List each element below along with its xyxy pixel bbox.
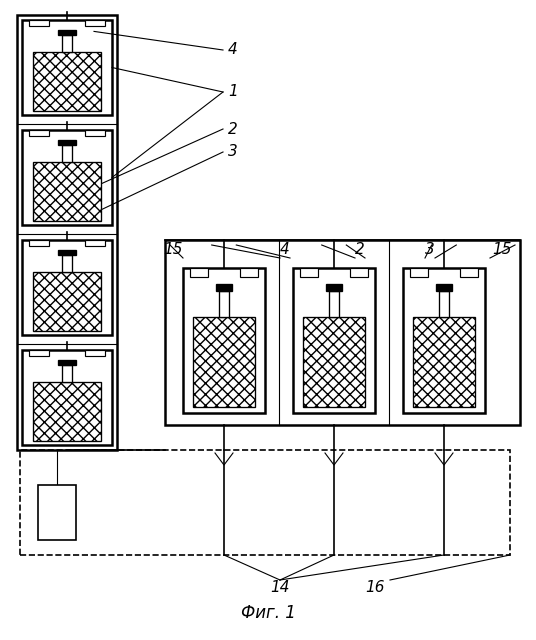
Bar	[85, 130, 105, 136]
Bar	[20, 450, 510, 555]
Bar	[62, 365, 72, 382]
Text: Фиг. 1: Фиг. 1	[241, 604, 295, 622]
Bar	[22, 20, 112, 115]
Bar	[410, 268, 428, 276]
Bar	[303, 317, 365, 407]
Bar	[22, 350, 112, 445]
Text: 4: 4	[228, 42, 238, 58]
Bar	[33, 163, 101, 221]
Text: 15: 15	[163, 243, 183, 257]
Bar	[62, 255, 72, 272]
Bar	[29, 130, 49, 136]
Text: 3: 3	[228, 145, 238, 159]
Bar	[33, 272, 101, 332]
Bar	[17, 15, 117, 450]
Bar	[62, 145, 72, 163]
Bar	[33, 52, 101, 111]
Bar	[193, 317, 255, 407]
Bar	[413, 317, 475, 407]
Bar	[29, 350, 49, 356]
Text: 15: 15	[492, 243, 512, 257]
Bar	[300, 268, 318, 276]
Bar	[351, 268, 368, 276]
Bar	[58, 360, 76, 365]
Bar	[22, 240, 112, 335]
Bar	[329, 291, 339, 317]
Bar	[436, 284, 452, 291]
Bar	[190, 268, 207, 276]
Bar	[216, 284, 232, 291]
Text: 14: 14	[270, 580, 290, 595]
Bar	[29, 240, 49, 246]
Text: 2: 2	[228, 122, 238, 136]
Bar	[58, 250, 76, 255]
Text: 1: 1	[228, 84, 238, 99]
Bar	[85, 240, 105, 246]
Bar	[165, 240, 520, 425]
Bar	[403, 268, 485, 413]
Bar	[38, 485, 76, 540]
Bar	[219, 291, 229, 317]
Bar	[85, 350, 105, 356]
Bar	[22, 130, 112, 225]
Text: 16: 16	[365, 580, 385, 595]
Bar	[326, 284, 342, 291]
Bar	[58, 140, 76, 145]
Bar	[183, 268, 265, 413]
Bar	[439, 291, 449, 317]
Bar	[241, 268, 258, 276]
Bar	[62, 35, 72, 52]
Text: 2: 2	[355, 243, 365, 257]
Bar	[85, 20, 105, 26]
Text: 4: 4	[280, 243, 290, 257]
Bar	[460, 268, 479, 276]
Text: 3: 3	[425, 243, 435, 257]
Bar	[33, 382, 101, 441]
Bar	[29, 20, 49, 26]
Bar	[293, 268, 375, 413]
Bar	[58, 31, 76, 35]
